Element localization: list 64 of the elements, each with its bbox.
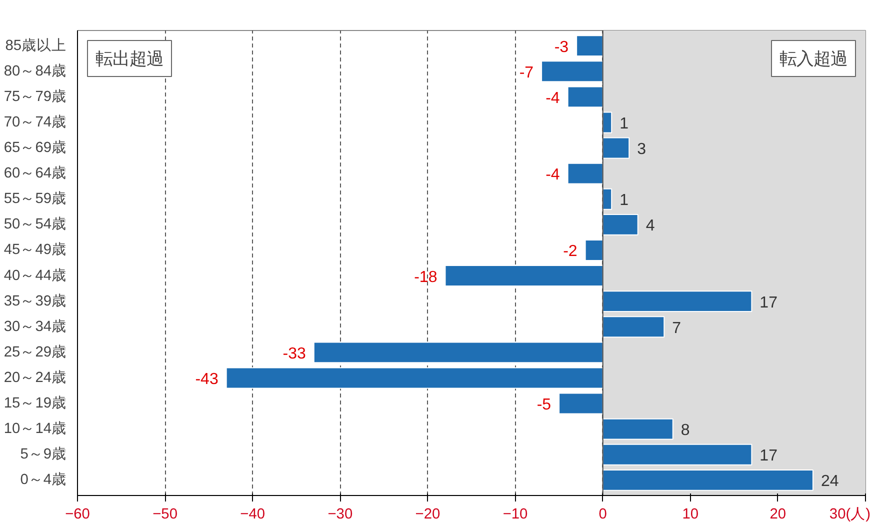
- x-tick-label: −20: [415, 506, 440, 522]
- x-tick-label: 0: [598, 506, 607, 522]
- bar: [602, 444, 752, 466]
- x-tick-label: −60: [65, 506, 90, 522]
- data-label: -4: [546, 166, 560, 184]
- x-tick-label: −40: [240, 506, 266, 522]
- data-label: -4: [546, 90, 560, 107]
- bar: [567, 86, 604, 108]
- data-label: 17: [760, 294, 778, 312]
- data-label: 1: [620, 192, 629, 210]
- data-label: -33: [282, 345, 306, 362]
- bar: [444, 265, 604, 286]
- data-label: -2: [563, 243, 578, 260]
- bar: [576, 35, 604, 57]
- data-label: -43: [195, 370, 218, 388]
- y-tick-label: 30～34歳: [4, 318, 67, 335]
- data-label: 7: [672, 320, 682, 337]
- bar: [558, 392, 604, 414]
- x-tick-label: −50: [152, 506, 178, 522]
- bar: [584, 240, 604, 261]
- y-tick-label: 65～69歳: [4, 139, 67, 156]
- y-tick-label: 0～4歳: [20, 471, 67, 488]
- data-label: -7: [519, 64, 534, 82]
- data-label: 8: [680, 422, 690, 440]
- bar: [313, 342, 604, 364]
- bar: [567, 162, 604, 184]
- annotation: 転出超過: [96, 48, 164, 68]
- y-tick-label: 5～9歳: [20, 446, 67, 463]
- y-tick-label: 45～49歳: [4, 241, 67, 258]
- y-tick-label: 35～39歳: [4, 292, 67, 310]
- bar: [602, 469, 814, 491]
- data-label: -3: [554, 38, 569, 56]
- data-label: 17: [760, 448, 778, 465]
- bar: [602, 290, 752, 312]
- y-tick-label: 70～74歳: [4, 113, 67, 130]
- x-tick-label: −30: [328, 506, 353, 522]
- bar: [602, 137, 630, 159]
- data-label: 4: [646, 218, 655, 235]
- y-tick-label: 55～59歳: [4, 190, 67, 208]
- y-tick-label: 60～64歳: [4, 164, 67, 182]
- bar: [602, 316, 665, 338]
- y-tick-label: 25～29歳: [4, 343, 67, 360]
- y-tick-label: 85歳以上: [5, 36, 67, 54]
- data-label: 3: [637, 141, 646, 158]
- x-tick-label: −10: [502, 506, 528, 522]
- data-label: -5: [536, 396, 552, 414]
- y-tick-label: 75～79歳: [4, 88, 67, 105]
- bar: [602, 214, 638, 236]
- x-tick-label: 30(人): [829, 506, 871, 522]
- band-label: 転入超過: [780, 48, 848, 68]
- y-tick-label: 50～54歳: [4, 216, 67, 233]
- y-tick-label: 15～19歳: [4, 394, 67, 412]
- bar: [541, 60, 604, 82]
- bar: [226, 367, 604, 389]
- data-label: -18: [414, 268, 438, 286]
- y-tick-label: 40～44歳: [4, 266, 67, 284]
- y-tick-label: 80～84歳: [4, 62, 67, 80]
- data-label: 1: [620, 115, 629, 132]
- x-tick-label: 20: [770, 506, 786, 522]
- y-tick-label: 10～14歳: [4, 420, 67, 438]
- y-tick-label: 20～24歳: [4, 368, 67, 386]
- x-tick-label: 10: [682, 506, 699, 522]
- bar: [602, 418, 674, 440]
- data-label: 24: [820, 473, 839, 490]
